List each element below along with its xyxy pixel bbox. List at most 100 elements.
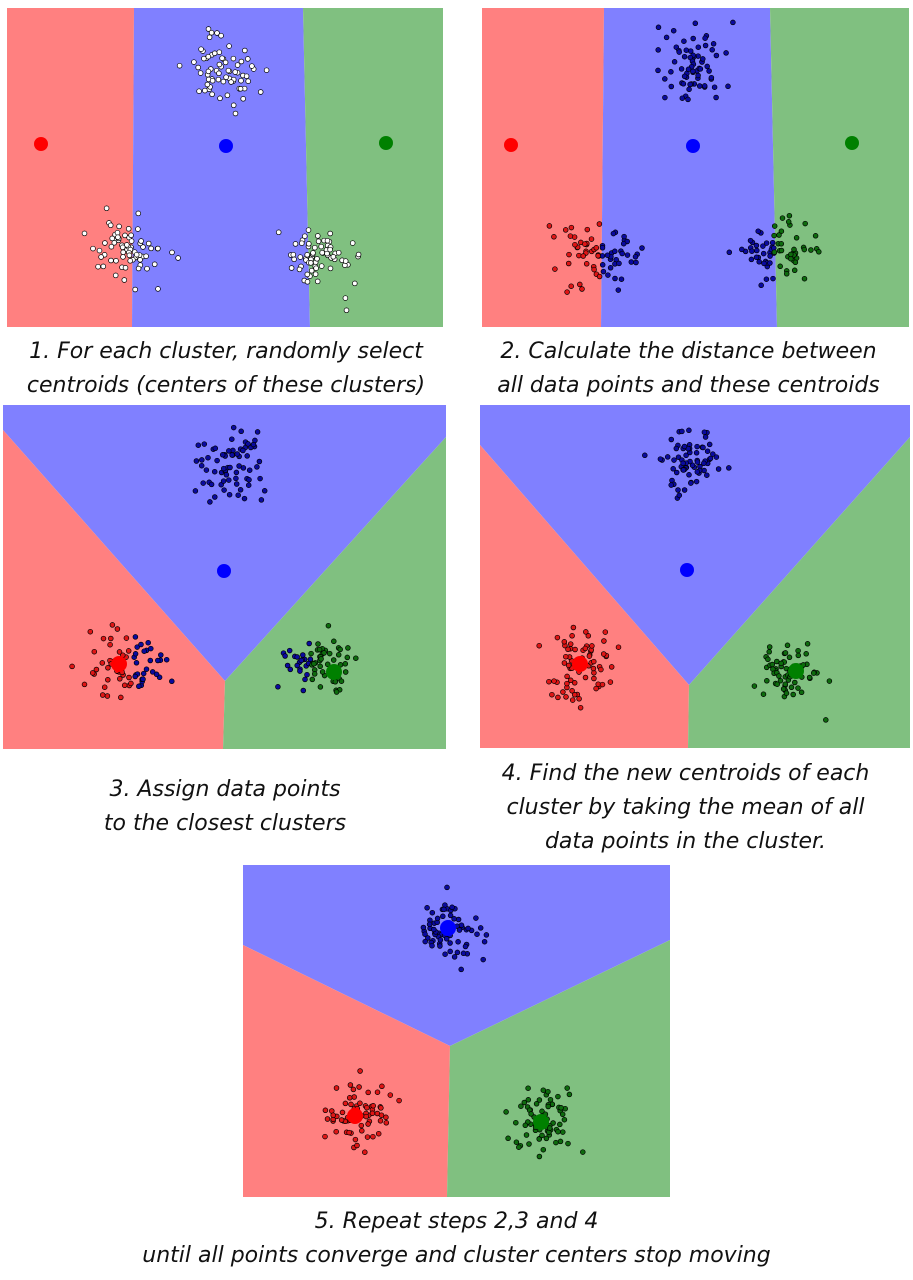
data-point [342,661,349,667]
data-point [354,1142,360,1149]
data-point [205,53,212,60]
data-point [539,1108,545,1115]
data-point [429,909,436,916]
data-point [133,251,140,258]
data-point [232,110,239,117]
data-point [704,448,711,454]
data-point [198,462,205,469]
data-point [707,455,714,462]
data-point [533,1101,540,1107]
data-point [429,942,435,949]
data-point [795,652,802,659]
data-point [791,246,797,253]
data-point [563,694,569,700]
data-point [771,232,777,239]
data-point [458,922,465,928]
data-point [477,925,484,931]
green-region [303,8,443,327]
data-point [758,282,764,289]
data-point [243,73,250,79]
data-point [133,660,140,666]
data-point [668,83,675,90]
data-point [353,655,359,661]
data-point [605,272,611,278]
data-point [536,1136,542,1142]
data-point [554,634,561,641]
data-point [318,656,324,662]
data-point [473,915,479,921]
data-point [525,1085,531,1091]
data-point [204,81,211,88]
data-point [342,1100,349,1107]
data-point [571,680,578,686]
data-point [455,916,462,923]
step-4-panel [480,405,910,748]
data-point [560,1129,566,1135]
data-point [330,657,337,663]
data-point [697,66,704,72]
data-point [615,287,622,293]
data-point [201,55,207,62]
data-point [582,674,589,681]
data-point [642,452,648,459]
data-point [109,622,116,628]
data-point [104,693,111,699]
data-point [233,481,240,487]
point-cloud [546,19,822,295]
data-point [668,436,675,443]
data-point [801,246,808,253]
data-point [687,81,693,88]
data-point [122,232,128,239]
data-point [125,226,132,232]
data-point [155,245,161,252]
data-point [222,59,229,66]
data-point [760,243,766,249]
data-point [424,905,430,911]
data-point [147,657,154,664]
data-point [238,77,244,84]
data-point [761,260,767,267]
data-point [713,454,720,460]
data-point [315,641,321,647]
data-point [143,253,149,259]
data-point [230,55,237,62]
data-point [132,286,138,293]
data-point [115,234,121,240]
data-point [315,233,321,239]
data-point [795,685,801,691]
red-region [480,445,689,748]
data-point [639,245,645,251]
data-point [358,1122,365,1129]
data-point [175,255,181,261]
data-point [701,83,708,89]
data-point [304,671,310,678]
data-point [528,1111,534,1117]
data-point [766,649,772,655]
data-point [798,689,805,696]
data-point [316,646,323,653]
data-point [282,653,288,659]
data-point [220,78,227,85]
data-point [791,267,798,274]
data-point [779,215,786,221]
data-point [778,228,785,234]
data-point [600,651,607,657]
data-point [321,650,327,656]
blue-region [3,405,446,681]
data-point [620,240,627,247]
data-point [655,47,661,53]
data-point [708,74,715,81]
data-point [503,1109,509,1115]
data-point [771,249,778,255]
data-point [670,466,676,472]
data-point [325,622,332,629]
data-point [319,669,326,675]
data-point [306,241,312,247]
data-point [305,227,312,233]
data-point [109,235,115,242]
data-point [680,467,687,473]
data-point [135,226,141,232]
data-point [235,492,241,498]
data-point [513,1119,519,1126]
data-point [208,29,215,36]
